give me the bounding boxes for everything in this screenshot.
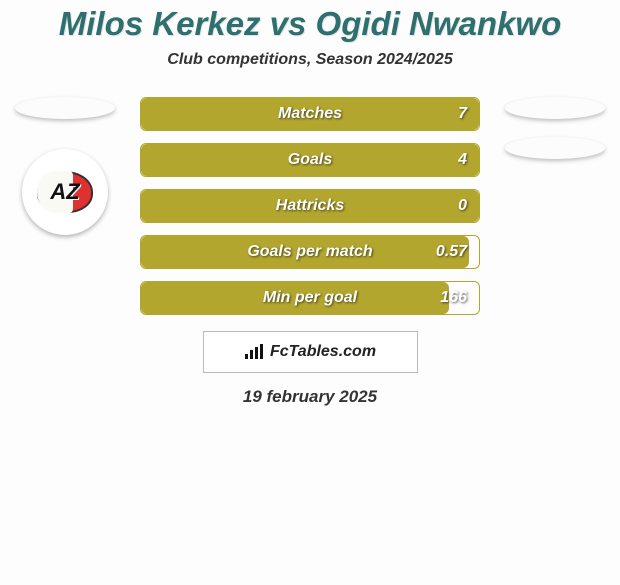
comparison-content: AZ Matches 7 Goals 4 Hattricks 0 Goals per mat… <box>0 97 620 407</box>
stat-bar-label: Hattricks <box>276 197 344 215</box>
comparison-subtitle: Club competitions, Season 2024/2025 <box>0 51 620 69</box>
stat-bar-value: 0 <box>458 197 467 215</box>
stat-bar: Hattricks 0 <box>140 189 480 223</box>
stat-bar: Goals per match 0.57 <box>140 235 480 269</box>
stat-bar: Goals 4 <box>140 143 480 177</box>
stat-bar-label: Goals <box>288 151 332 169</box>
snapshot-date: 19 february 2025 <box>0 387 620 407</box>
stat-bar-value: 4 <box>458 151 467 169</box>
brand-footer[interactable]: FcTables.com <box>203 331 418 373</box>
bar-chart-icon <box>244 344 264 360</box>
player2-oval-marker-2 <box>505 137 605 159</box>
player2-column <box>500 97 610 177</box>
brand-text: FcTables.com <box>270 343 376 361</box>
player2-oval-marker-1 <box>505 97 605 119</box>
comparison-title: Milos Kerkez vs Ogidi Nwankwo <box>0 5 620 43</box>
stat-bar-label: Goals per match <box>247 243 372 261</box>
stat-bar: Min per goal 166 <box>140 281 480 315</box>
stat-bar-value: 0.57 <box>436 243 467 261</box>
stat-bar-value: 7 <box>458 105 467 123</box>
stat-bar-value: 166 <box>440 289 467 307</box>
az-logo-text: AZ <box>50 179 79 205</box>
az-logo-badge: AZ <box>35 169 95 215</box>
stat-bar: Matches 7 <box>140 97 480 131</box>
player1-oval-marker <box>15 97 115 119</box>
player1-column: AZ <box>10 97 120 235</box>
player1-club-logo: AZ <box>22 149 108 235</box>
stat-bar-label: Matches <box>278 105 342 123</box>
stats-bars: Matches 7 Goals 4 Hattricks 0 Goals per match 0… <box>140 97 480 315</box>
stat-bar-label: Min per goal <box>263 289 357 307</box>
